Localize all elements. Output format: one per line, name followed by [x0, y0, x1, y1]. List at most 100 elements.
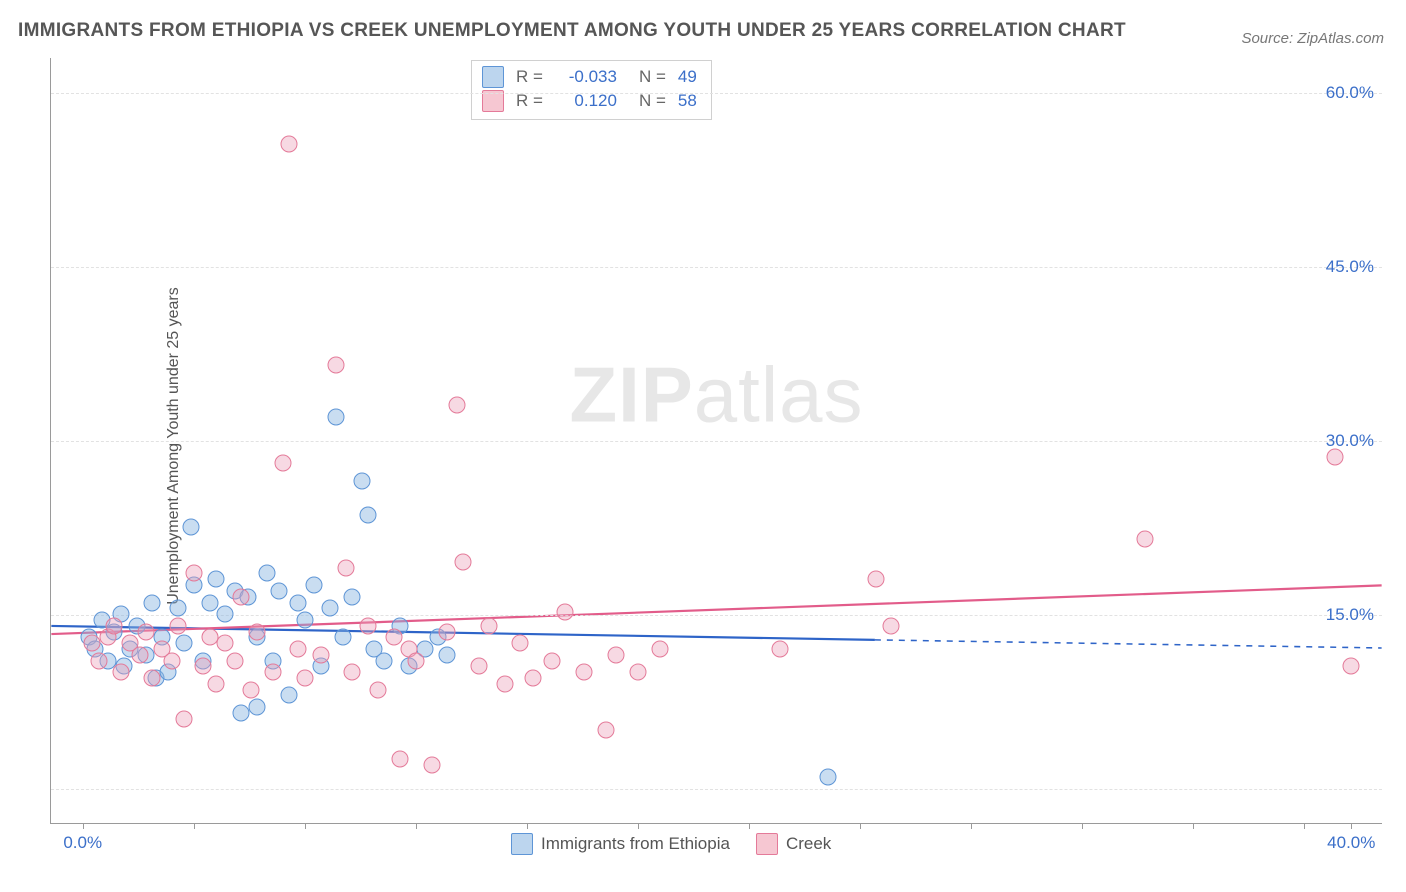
y-tick-label: 60.0%: [1326, 83, 1374, 103]
data-point-series-2: [1343, 658, 1360, 675]
chart-container: IMMIGRANTS FROM ETHIOPIA VS CREEK UNEMPL…: [0, 0, 1406, 892]
source-label: Source: ZipAtlas.com: [1241, 30, 1384, 47]
x-tick: [971, 823, 972, 829]
data-point-series-1: [280, 687, 297, 704]
swatch-series-1: [482, 66, 504, 88]
data-point-series-2: [226, 652, 243, 669]
data-point-series-2: [144, 669, 161, 686]
x-tick: [305, 823, 306, 829]
data-point-series-1: [233, 704, 250, 721]
legend-row-1: R = -0.033 N = 49: [482, 65, 697, 89]
data-point-series-2: [169, 617, 186, 634]
data-point-series-2: [423, 756, 440, 773]
data-point-series-1: [376, 652, 393, 669]
data-point-series-2: [84, 635, 101, 652]
data-point-series-2: [163, 652, 180, 669]
data-point-series-2: [185, 565, 202, 582]
legend-correlation: R = -0.033 N = 49 R = 0.120 N = 58: [471, 60, 712, 120]
x-tick: [749, 823, 750, 829]
x-tick: [1351, 823, 1352, 829]
gridline: [51, 789, 1382, 790]
data-point-series-2: [265, 664, 282, 681]
data-point-series-2: [312, 646, 329, 663]
n-value-1: 49: [678, 65, 697, 89]
y-tick-label: 45.0%: [1326, 257, 1374, 277]
swatch-bottom-2: [756, 833, 778, 855]
data-point-series-2: [471, 658, 488, 675]
data-point-series-1: [217, 606, 234, 623]
data-point-series-2: [337, 559, 354, 576]
trend-line-dashed: [875, 640, 1382, 648]
data-point-series-2: [369, 681, 386, 698]
plot-area: ZIPatlas R = -0.033 N = 49 R = 0.120 N =…: [50, 58, 1382, 824]
data-point-series-2: [407, 652, 424, 669]
series-2-name: Creek: [786, 834, 831, 854]
data-point-series-2: [290, 640, 307, 657]
data-point-series-1: [322, 600, 339, 617]
data-point-series-2: [651, 640, 668, 657]
data-point-series-1: [328, 408, 345, 425]
data-point-series-2: [138, 623, 155, 640]
x-tick: [860, 823, 861, 829]
data-point-series-1: [182, 519, 199, 536]
x-tick: [1193, 823, 1194, 829]
data-point-series-2: [629, 664, 646, 681]
data-point-series-2: [1327, 449, 1344, 466]
data-point-series-2: [328, 356, 345, 373]
data-point-series-1: [201, 594, 218, 611]
data-point-series-2: [496, 675, 513, 692]
data-point-series-1: [439, 646, 456, 663]
legend-series: Immigrants from Ethiopia Creek: [511, 833, 831, 855]
data-point-series-1: [207, 571, 224, 588]
data-point-series-2: [296, 669, 313, 686]
x-tick: [194, 823, 195, 829]
data-point-series-2: [360, 617, 377, 634]
data-point-series-2: [556, 603, 573, 620]
data-point-series-2: [201, 629, 218, 646]
data-point-series-1: [169, 600, 186, 617]
data-point-series-2: [112, 664, 129, 681]
x-tick-label: 0.0%: [63, 833, 102, 853]
x-tick: [1082, 823, 1083, 829]
chart-title: IMMIGRANTS FROM ETHIOPIA VS CREEK UNEMPL…: [18, 20, 1126, 42]
x-tick: [1304, 823, 1305, 829]
watermark: ZIPatlas: [569, 349, 863, 440]
data-point-series-1: [820, 768, 837, 785]
data-point-series-1: [306, 577, 323, 594]
x-tick: [416, 823, 417, 829]
data-point-series-2: [448, 397, 465, 414]
data-point-series-1: [258, 565, 275, 582]
data-point-series-2: [176, 710, 193, 727]
data-point-series-2: [439, 623, 456, 640]
data-point-series-2: [455, 553, 472, 570]
gridline: [51, 615, 1382, 616]
data-point-series-1: [296, 611, 313, 628]
data-point-series-2: [480, 617, 497, 634]
legend-item-1: Immigrants from Ethiopia: [511, 833, 730, 855]
r-value-1: -0.033: [551, 65, 617, 89]
data-point-series-2: [772, 640, 789, 657]
data-point-series-1: [176, 635, 193, 652]
data-point-series-1: [271, 582, 288, 599]
data-point-series-2: [233, 588, 250, 605]
data-point-series-2: [131, 646, 148, 663]
data-point-series-2: [207, 675, 224, 692]
data-point-series-2: [217, 635, 234, 652]
x-tick-label: 40.0%: [1327, 833, 1375, 853]
y-tick-label: 30.0%: [1326, 431, 1374, 451]
data-point-series-2: [280, 136, 297, 153]
x-tick: [527, 823, 528, 829]
data-point-series-2: [867, 571, 884, 588]
data-point-series-1: [144, 594, 161, 611]
data-point-series-2: [344, 664, 361, 681]
data-point-series-2: [512, 635, 529, 652]
data-point-series-2: [195, 658, 212, 675]
data-point-series-2: [525, 669, 542, 686]
data-point-series-2: [598, 722, 615, 739]
gridline: [51, 93, 1382, 94]
data-point-series-1: [290, 594, 307, 611]
gridline: [51, 267, 1382, 268]
series-1-name: Immigrants from Ethiopia: [541, 834, 730, 854]
data-point-series-2: [90, 652, 107, 669]
x-tick: [638, 823, 639, 829]
